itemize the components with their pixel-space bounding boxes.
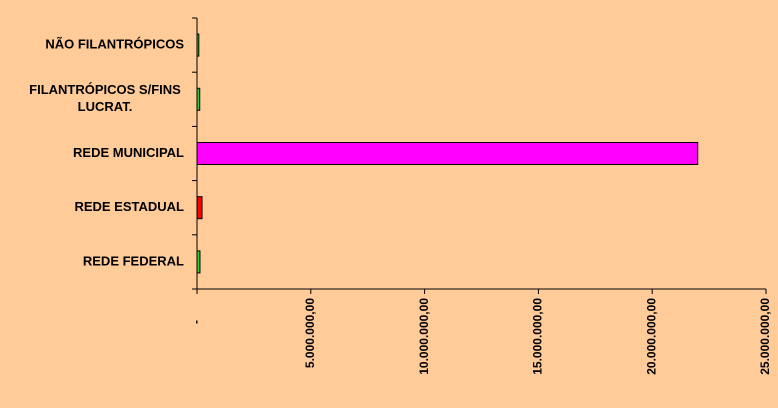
x-tick-label-3: 15.000.000,00 xyxy=(531,298,545,375)
category-label-4: REDE FEDERAL xyxy=(83,253,184,268)
category-label-2: REDE MUNICIPAL xyxy=(73,145,184,160)
bar-2 xyxy=(196,142,699,165)
x-tick-label-0: - xyxy=(189,320,203,324)
category-label-1-line-0: FILANTRÓPICOS S/FINS xyxy=(29,82,181,97)
x-tick-label-5: 25.000.000,00 xyxy=(758,298,772,375)
bar-4 xyxy=(196,250,201,274)
x-tick-label-1: 5.000.000,00 xyxy=(303,298,317,368)
category-label-3: REDE ESTADUAL xyxy=(74,199,184,214)
x-tick-label-2: 10.000.000,00 xyxy=(417,298,431,375)
bar-0 xyxy=(196,33,200,57)
category-label-0: NÃO FILANTRÓPICOS xyxy=(45,37,184,52)
bar-3 xyxy=(196,196,203,220)
bar-1 xyxy=(196,87,201,111)
category-label-1-line-1: LUCRAT. xyxy=(78,99,133,114)
x-tick-label-4: 20.000.000,00 xyxy=(644,298,658,375)
